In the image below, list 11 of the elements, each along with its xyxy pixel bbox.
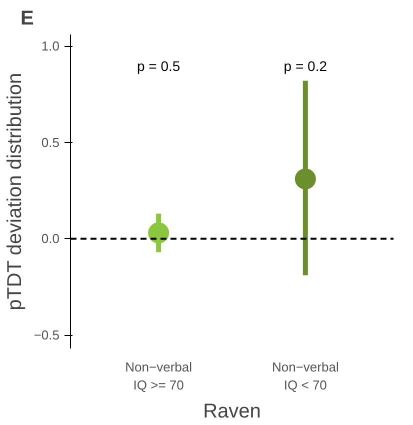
y-tick-label: 0.5	[41, 134, 60, 150]
y-tick-label: 0.0	[41, 231, 60, 246]
annotation: p = 0.5	[136, 58, 180, 74]
x-axis-title: Raven	[203, 400, 261, 422]
y-tick-label: −0.5	[34, 328, 60, 343]
y-axis-title: pTDT deviation distribution	[4, 72, 26, 310]
text: E	[20, 8, 34, 30]
annotation: p = 0.2	[284, 58, 328, 74]
x-tick-label: Non−verbal IQ < 70	[272, 360, 339, 392]
y-tick-label: 1.0	[41, 38, 60, 54]
x-tick-label: Non−verbal IQ >= 70	[125, 360, 192, 392]
